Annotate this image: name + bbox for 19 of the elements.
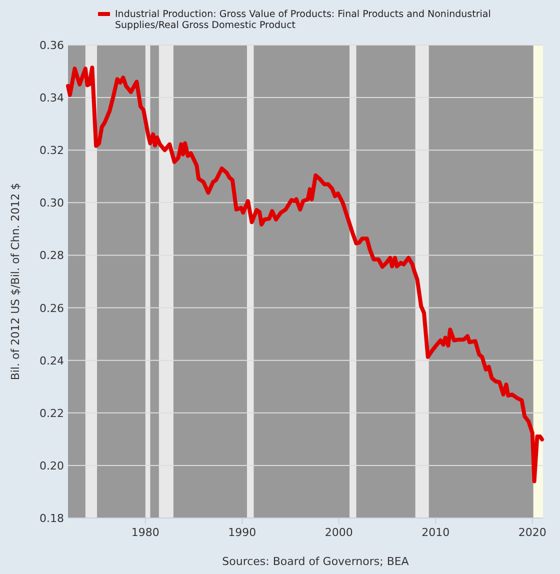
x-tick-label: 1990 [228,526,256,539]
line-series [66,66,544,484]
legend-label: Industrial Production: Gross Value of Products: Final Products and Nonindustrial Supplies/Real Gross Domestic Product [115,9,491,31]
y-tick-label: 0.20 [40,459,64,472]
y-tick-label: 0.36 [40,39,64,52]
x-tick-label: 2000 [324,526,353,539]
y-tick-label: 0.30 [40,196,64,210]
y-tick-label: 0.28 [40,249,64,262]
source-note: Sources: Board of Governors; BEA [222,555,410,568]
y-tick-label: 0.34 [40,92,64,105]
y-tick-label: 0.32 [40,144,64,158]
y-axis-title: Bil. of 2012 US $/Bil. of Chn. 2012 $ [9,182,22,380]
y-tick-label: 0.18 [40,512,64,525]
x-tick-label: 1980 [131,526,160,539]
x-tick-label: 2020 [518,526,546,539]
y-tick-label: 0.26 [40,302,64,315]
y-tick-label: 0.22 [40,406,64,420]
y-tick-label: 0.24 [40,354,64,368]
x-tick-label: 2010 [422,526,450,539]
